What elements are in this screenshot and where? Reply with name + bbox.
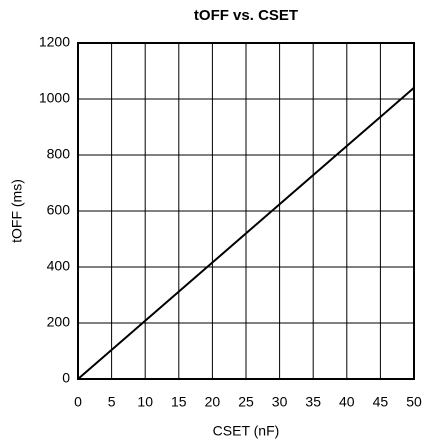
x-tick-label: 15 — [171, 394, 187, 410]
x-tick-label: 50 — [406, 394, 422, 410]
x-tick-label: 40 — [339, 394, 355, 410]
y-tick-label: 400 — [47, 258, 71, 274]
y-tick-label: 800 — [47, 146, 71, 162]
x-tick-label: 25 — [238, 394, 254, 410]
x-tick-label: 0 — [74, 394, 82, 410]
chart-title: tOFF vs. CSET — [194, 7, 298, 24]
y-tick-label: 1000 — [39, 90, 70, 106]
x-tick-label: 20 — [205, 394, 221, 410]
y-tick-label: 600 — [47, 202, 71, 218]
x-axis-label: CSET (nF) — [213, 423, 280, 439]
x-tick-label: 10 — [137, 394, 153, 410]
y-axis-label: tOFF (ms) — [9, 179, 25, 243]
x-tick-label: 35 — [305, 394, 321, 410]
y-tick-label: 200 — [47, 314, 71, 330]
x-tick-label: 5 — [108, 394, 116, 410]
x-tick-label: 45 — [373, 394, 389, 410]
plot-frame — [77, 42, 415, 380]
y-tick-label: 1200 — [39, 34, 70, 50]
data-line — [77, 87, 415, 380]
y-tick-label: 0 — [62, 370, 70, 386]
x-tick-label: 30 — [272, 394, 288, 410]
